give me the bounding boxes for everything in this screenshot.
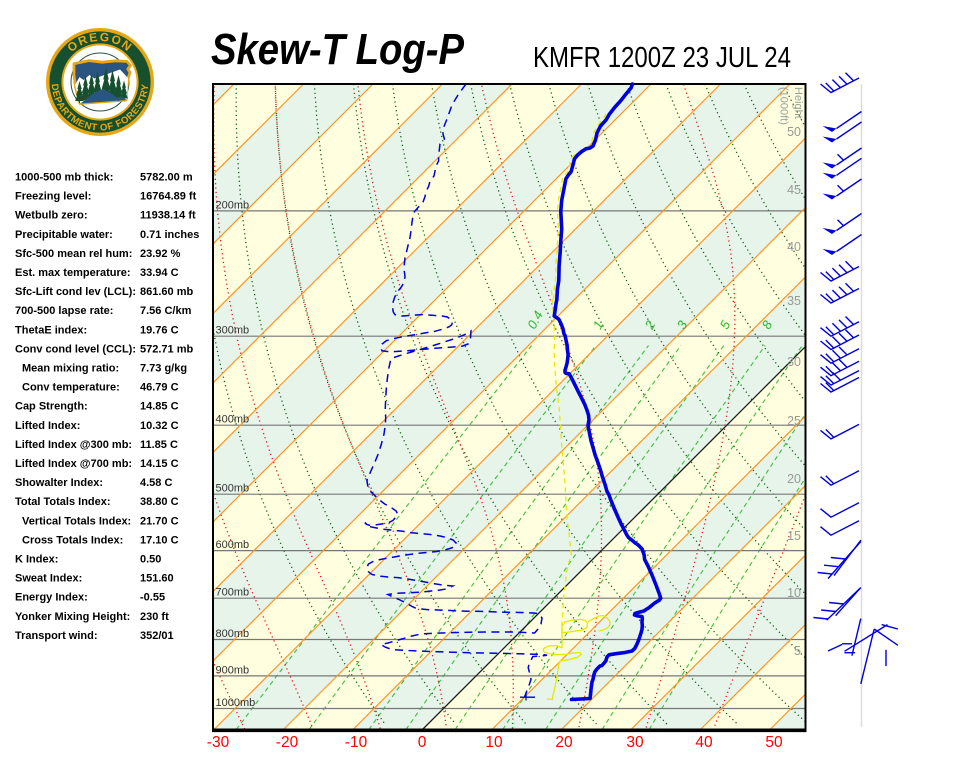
svg-text:Total Totals Index:: Total Totals Index: bbox=[15, 496, 111, 508]
svg-text:Skew-T Log-P: Skew-T Log-P bbox=[211, 26, 465, 74]
svg-text:30: 30 bbox=[626, 734, 644, 751]
svg-text:Sweat Index:: Sweat Index: bbox=[15, 573, 82, 585]
svg-text:0.71 inches: 0.71 inches bbox=[140, 229, 199, 241]
svg-text:500mb: 500mb bbox=[216, 483, 250, 495]
svg-text:0.50: 0.50 bbox=[140, 554, 161, 566]
svg-text:7.56 C/km: 7.56 C/km bbox=[140, 305, 192, 317]
svg-text:30: 30 bbox=[787, 355, 801, 369]
svg-text:25: 25 bbox=[787, 414, 801, 428]
svg-text:Wetbulb zero:: Wetbulb zero: bbox=[15, 210, 88, 222]
svg-text:33.94 C: 33.94 C bbox=[140, 267, 179, 279]
svg-text:-10: -10 bbox=[345, 734, 368, 751]
svg-text:50: 50 bbox=[765, 734, 783, 751]
svg-text:40: 40 bbox=[695, 734, 713, 751]
svg-text:572.71 mb: 572.71 mb bbox=[140, 343, 193, 355]
svg-text:ThetaE index:: ThetaE index: bbox=[15, 324, 87, 336]
svg-text:-30: -30 bbox=[207, 734, 230, 751]
svg-text:300mb: 300mb bbox=[216, 325, 250, 337]
svg-text:46.79 C: 46.79 C bbox=[140, 382, 179, 394]
svg-text:151.60: 151.60 bbox=[140, 573, 174, 585]
svg-text:Est. max temperature:: Est. max temperature: bbox=[15, 267, 131, 279]
svg-text:11.85 C: 11.85 C bbox=[140, 439, 178, 451]
svg-text:200mb: 200mb bbox=[216, 199, 250, 211]
svg-text:Cap Strength:: Cap Strength: bbox=[15, 401, 88, 413]
svg-text:KMFR 1200Z 23 JUL 24: KMFR 1200Z 23 JUL 24 bbox=[533, 42, 791, 74]
svg-text:5782.00 m: 5782.00 m bbox=[140, 172, 193, 184]
svg-text:700-500 lapse rate:: 700-500 lapse rate: bbox=[15, 305, 113, 317]
svg-text:19.76 C: 19.76 C bbox=[140, 324, 179, 336]
svg-text:20: 20 bbox=[555, 734, 573, 751]
svg-text:Mean mixing ratio:: Mean mixing ratio: bbox=[22, 363, 119, 375]
svg-text:Sfc-Lift cond lev (LCL):: Sfc-Lift cond lev (LCL): bbox=[15, 286, 136, 298]
svg-text:21.70 C: 21.70 C bbox=[140, 515, 179, 527]
svg-text:Vertical Totals Index:: Vertical Totals Index: bbox=[22, 515, 131, 527]
svg-text:Transport wind:: Transport wind: bbox=[15, 630, 98, 642]
svg-text:600mb: 600mb bbox=[216, 539, 250, 551]
svg-text:Lifted Index @700 mb:: Lifted Index @700 mb: bbox=[15, 458, 132, 470]
svg-text:16764.89 ft: 16764.89 ft bbox=[140, 191, 197, 203]
svg-text:Energy Index:: Energy Index: bbox=[15, 592, 88, 604]
svg-text:(1000ft): (1000ft) bbox=[778, 87, 790, 125]
svg-text:17.10 C: 17.10 C bbox=[140, 534, 179, 546]
svg-text:900mb: 900mb bbox=[216, 664, 250, 676]
svg-text:1000-500 mb thick:: 1000-500 mb thick: bbox=[15, 172, 113, 184]
svg-text:14.15 C: 14.15 C bbox=[140, 458, 179, 470]
svg-text:11938.14 ft: 11938.14 ft bbox=[140, 210, 196, 222]
svg-text:352/01: 352/01 bbox=[140, 630, 174, 642]
svg-text:861.60 mb: 861.60 mb bbox=[140, 286, 193, 298]
svg-text:-0.55: -0.55 bbox=[140, 592, 165, 604]
svg-text:20: 20 bbox=[787, 472, 801, 486]
svg-text:Showalter Index:: Showalter Index: bbox=[15, 477, 103, 489]
svg-text:38.80 C: 38.80 C bbox=[140, 496, 179, 508]
svg-text:K Index:: K Index: bbox=[15, 554, 58, 566]
svg-text:15: 15 bbox=[787, 529, 801, 543]
svg-text:Precipitable water:: Precipitable water: bbox=[15, 229, 113, 241]
svg-text:Cross Totals Index:: Cross Totals Index: bbox=[22, 534, 123, 546]
svg-text:50: 50 bbox=[787, 125, 801, 139]
svg-text:Lifted Index @300 mb:: Lifted Index @300 mb: bbox=[15, 439, 132, 451]
svg-text:5: 5 bbox=[794, 644, 801, 658]
svg-text:0: 0 bbox=[418, 734, 427, 751]
svg-text:230 ft: 230 ft bbox=[140, 611, 169, 623]
svg-text:23.92 %: 23.92 % bbox=[140, 248, 181, 260]
svg-text:35: 35 bbox=[787, 294, 801, 308]
svg-text:10: 10 bbox=[787, 586, 801, 600]
svg-text:400mb: 400mb bbox=[216, 414, 250, 426]
svg-text:10: 10 bbox=[485, 734, 503, 751]
svg-text:Conv cond level (CCL):: Conv cond level (CCL): bbox=[15, 343, 136, 355]
svg-text:40: 40 bbox=[787, 240, 801, 254]
svg-text:Yonker Mixing Height:: Yonker Mixing Height: bbox=[15, 611, 130, 623]
svg-text:Freezing level:: Freezing level: bbox=[15, 191, 91, 203]
svg-text:Lifted Index:: Lifted Index: bbox=[15, 420, 80, 432]
svg-text:Height: Height bbox=[792, 87, 804, 119]
svg-text:10.32 C: 10.32 C bbox=[140, 420, 179, 432]
svg-text:-20: -20 bbox=[276, 734, 299, 751]
svg-text:14.85 C: 14.85 C bbox=[140, 401, 179, 413]
svg-text:Sfc-500 mean rel hum:: Sfc-500 mean rel hum: bbox=[15, 248, 132, 260]
svg-text:Conv temperature:: Conv temperature: bbox=[22, 382, 120, 394]
svg-text:45: 45 bbox=[787, 183, 801, 197]
svg-text:800mb: 800mb bbox=[216, 628, 250, 640]
svg-text:4.58 C: 4.58 C bbox=[140, 477, 172, 489]
svg-text:7.73 g/kg: 7.73 g/kg bbox=[140, 363, 187, 375]
svg-text:700mb: 700mb bbox=[216, 587, 250, 599]
svg-text:1000mb: 1000mb bbox=[216, 697, 256, 709]
